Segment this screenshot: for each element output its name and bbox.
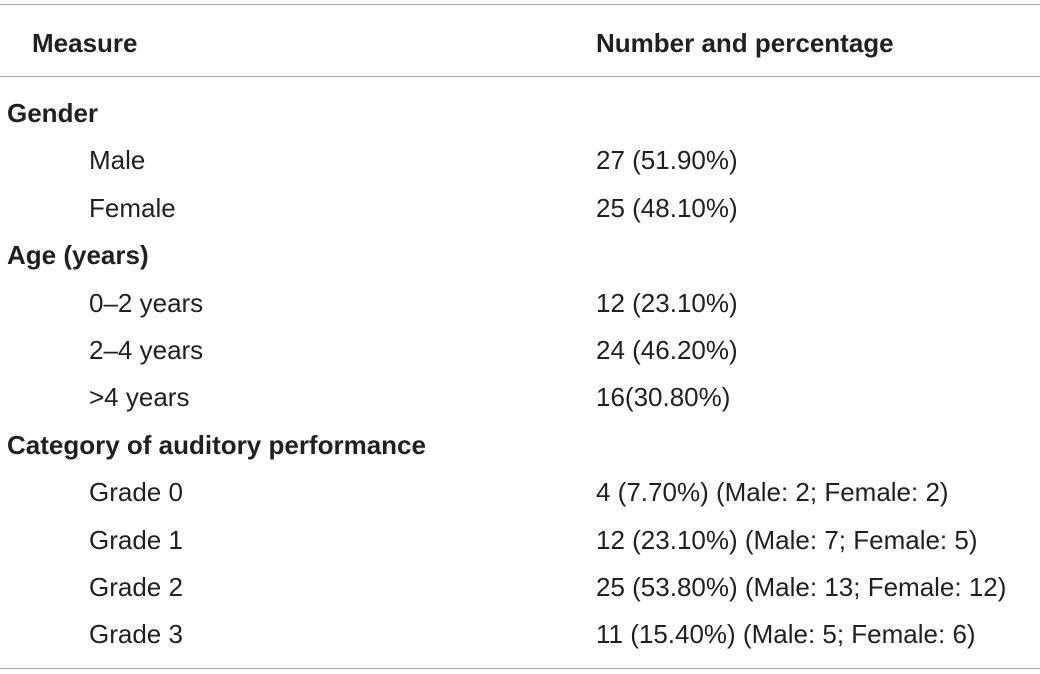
row-value: 4 (7.70%) (Male: 2; Female: 2) — [596, 477, 949, 508]
table-row: Category of auditory performance — [0, 422, 1040, 469]
table-header: Measure Number and percentage — [0, 4, 1040, 76]
row-value: 16(30.80%) — [596, 382, 731, 413]
table-row: Grade 0 4 (7.70%) (Male: 2; Female: 2) — [0, 469, 1040, 516]
row-value: 25 (48.10%) — [596, 192, 738, 223]
row-label: Male — [89, 145, 146, 176]
table-row: 0–2 years 12 (23.10%) — [0, 280, 1040, 327]
row-label: Grade 0 — [89, 477, 183, 508]
row-label: Grade 2 — [89, 571, 183, 602]
top-rule — [0, 4, 1040, 5]
row-label: Age (years) — [7, 240, 149, 271]
row-label: Female — [89, 192, 176, 223]
table-body: Gender Male 27 (51.90%) Female 25 (48.10… — [0, 90, 1040, 659]
table-row: Grade 2 25 (53.80%) (Male: 13; Female: 1… — [0, 564, 1040, 611]
table-row: Grade 3 11 (15.40%) (Male: 5; Female: 6) — [0, 611, 1040, 658]
row-value: 12 (23.10%) — [596, 287, 738, 318]
header-rule — [0, 76, 1040, 77]
table-row: Grade 1 12 (23.10%) (Male: 7; Female: 5) — [0, 517, 1040, 564]
row-label: Category of auditory performance — [7, 429, 426, 460]
row-value: 11 (15.40%) (Male: 5; Female: 6) — [596, 619, 976, 650]
row-label: Gender — [7, 98, 99, 128]
bottom-rule — [0, 668, 1040, 669]
row-value: 25 (53.80%) (Male: 13; Female: 12) — [596, 571, 1007, 602]
table-row: Age (years) — [0, 232, 1040, 279]
row-label: >4 years — [89, 382, 190, 413]
row-label: 2–4 years — [89, 334, 204, 365]
row-label: 0–2 years — [89, 287, 204, 318]
row-value: 12 (23.10%) (Male: 7; Female: 5) — [596, 524, 978, 555]
table-row: 2–4 years 24 (46.20%) — [0, 327, 1040, 374]
row-label: Grade 1 — [89, 524, 183, 555]
header-number-and-percentage: Number and percentage — [596, 28, 894, 58]
table-row: Male 27 (51.90%) — [0, 137, 1040, 184]
row-value: 24 (46.20%) — [596, 334, 738, 365]
table-row: Female 25 (48.10%) — [0, 185, 1040, 232]
table-row: Gender — [0, 90, 1040, 137]
row-label: Grade 3 — [89, 619, 183, 650]
table-row: >4 years 16(30.80%) — [0, 374, 1040, 421]
header-measure: Measure — [32, 28, 138, 58]
row-value: 27 (51.90%) — [596, 145, 738, 176]
